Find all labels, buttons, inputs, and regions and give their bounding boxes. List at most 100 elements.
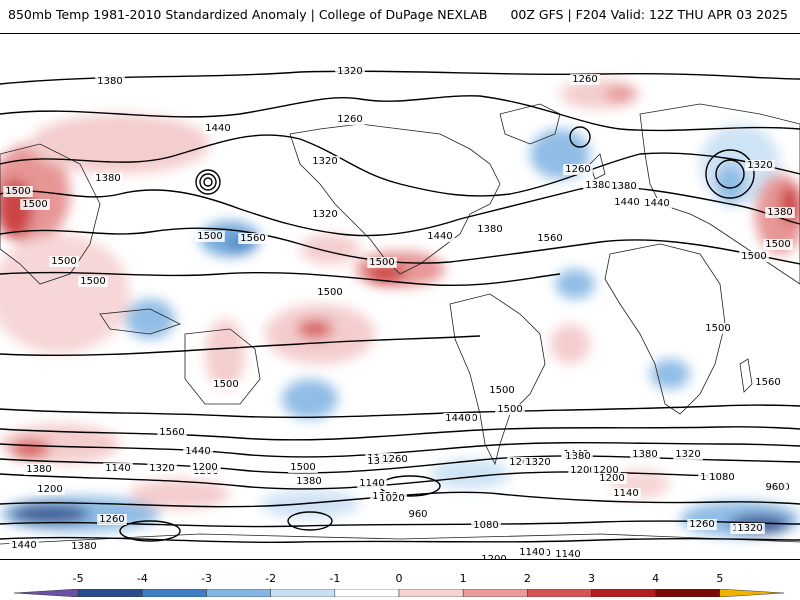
contour-label: 1560 <box>159 427 184 438</box>
colorbar-tick-label: -3 <box>201 572 212 585</box>
world-map-panel: 1380 1320 1260 1260 1440 1380 1320 1380 1440 1500… <box>0 33 800 560</box>
contour-label: 1320 <box>312 156 337 167</box>
contour-label-bg <box>642 198 672 209</box>
contour-label-bg <box>49 256 79 267</box>
contour-label-bg <box>443 413 473 424</box>
contour-label-bg <box>35 484 65 495</box>
contour-label: 1500 <box>5 186 30 197</box>
coast-australia <box>184 328 261 405</box>
colorbar-tick-label: 1 <box>459 572 467 585</box>
colorbar-tick-label: -5 <box>72 572 84 585</box>
contour-label: 1440 <box>614 197 639 208</box>
colorbar-tick-labels: -5 -4 -3 -2 -1 0 1 2 3 4 5 <box>0 572 800 586</box>
colorbar-segment <box>527 589 592 597</box>
contour-label-bg <box>365 456 395 467</box>
contour-label: 1020 <box>379 493 404 504</box>
contour-label: 1320 <box>337 66 362 77</box>
contour-label-bg <box>425 231 455 242</box>
coast-uk <box>589 153 606 180</box>
contour-label: 1260 <box>337 114 362 125</box>
contour-label: 1200 <box>593 465 618 476</box>
contour-label: 1560 <box>537 233 562 244</box>
contour-label-bg <box>570 74 600 85</box>
coast-north-america <box>289 123 501 275</box>
contour-label: 1500 <box>51 256 76 267</box>
coast-africa <box>604 243 726 415</box>
colorbar-tick-label: 3 <box>588 572 595 585</box>
contour-label: 1380 <box>71 541 96 552</box>
contour-label: 1200 <box>570 465 595 476</box>
contour-label-bg <box>630 449 660 460</box>
contour-label: 1080 <box>709 472 734 483</box>
contour-labels: 1380 1320 1260 1260 1440 1380 1320 1380 1440 1500… <box>3 34 795 559</box>
contour-label-bg <box>377 493 407 504</box>
coast-eurasia <box>639 103 800 285</box>
contour-label: 1260 <box>382 454 407 465</box>
contour-label-bg <box>568 465 598 476</box>
contour-label-bg <box>673 449 703 460</box>
contour-label-bg <box>763 482 787 493</box>
contour-label-bg <box>735 523 765 534</box>
contour-label: 1200 <box>192 462 217 473</box>
contour-label: 1380 <box>632 449 657 460</box>
contour-label-bg <box>335 114 365 125</box>
contour-label: 1380 <box>477 224 502 235</box>
colorbar-segment <box>334 589 400 597</box>
colorbar-segment <box>270 589 336 597</box>
contour-label: 1500 <box>22 199 47 210</box>
contour-label-bg <box>703 323 733 334</box>
contour-label-bg <box>211 379 241 390</box>
contour-label: 1320 <box>737 523 762 534</box>
contour-label-bg <box>357 478 387 489</box>
contour-label-bg <box>380 454 410 465</box>
colorbar-tick-label: -1 <box>329 572 341 585</box>
contour-label: 1500 <box>197 231 222 242</box>
coast-indonesia <box>99 308 182 335</box>
contour-label: 1380 <box>97 76 122 87</box>
colorbar-segment <box>142 589 207 597</box>
contour-label: 1320 <box>675 449 700 460</box>
contour-label: 1200 <box>599 473 624 484</box>
contour-label-bg <box>97 514 127 525</box>
contour-label-bg <box>763 239 793 250</box>
colorbar-tick-label: 4 <box>652 572 660 585</box>
contour-label-bg <box>238 233 268 244</box>
header-bar: 850mb Temp 1981-2010 Standardized Anomal… <box>0 0 800 32</box>
contour-label-bg <box>367 257 397 268</box>
contour-label-bg <box>24 464 54 475</box>
colorbar-tick-label: 5 <box>716 572 724 585</box>
contour-label: 1140 <box>359 478 384 489</box>
colorbar-segment <box>462 589 528 597</box>
contour-label-bg <box>523 457 553 468</box>
contour-label: 1140 <box>519 547 544 558</box>
contour-label-bg <box>78 276 108 287</box>
contour-label: 1500 <box>489 385 514 396</box>
contour-label-bg <box>9 540 39 551</box>
contour-label: 1140 <box>613 488 638 499</box>
contour-label: 1380 <box>26 464 51 475</box>
contour-label: 1200 <box>481 554 506 559</box>
contour-label-bg <box>479 554 509 559</box>
contour-label-bg <box>495 404 525 415</box>
contour-label-bg <box>609 181 639 192</box>
model-run-info: 00Z GFS | F204 Valid: 12Z THU APR 03 202… <box>510 7 788 22</box>
contour-label: 1500 <box>765 239 790 250</box>
contour-label-bg <box>294 476 324 487</box>
contour-label: 1440 <box>445 413 470 424</box>
contour-label-bg <box>553 549 583 559</box>
contour-label: 1260 <box>565 164 590 175</box>
contour-label: 1380 <box>767 207 792 218</box>
coast-asia-west <box>0 143 101 285</box>
contour-label-bg <box>147 463 177 474</box>
contour-label-bg <box>310 156 340 167</box>
contour-label: 960 <box>765 482 784 493</box>
contour-label: 1320 <box>747 160 772 171</box>
colorbar-strip <box>14 589 784 597</box>
contour-label: 1440 <box>427 231 452 242</box>
contour-label: 1260 <box>509 457 534 468</box>
colorbar-tick-label: -2 <box>265 572 277 585</box>
contour-label: 1380 <box>565 451 590 462</box>
contour-label: 1500 <box>290 462 315 473</box>
contour-label-bg <box>591 465 621 476</box>
contour-label-bg <box>157 427 187 438</box>
